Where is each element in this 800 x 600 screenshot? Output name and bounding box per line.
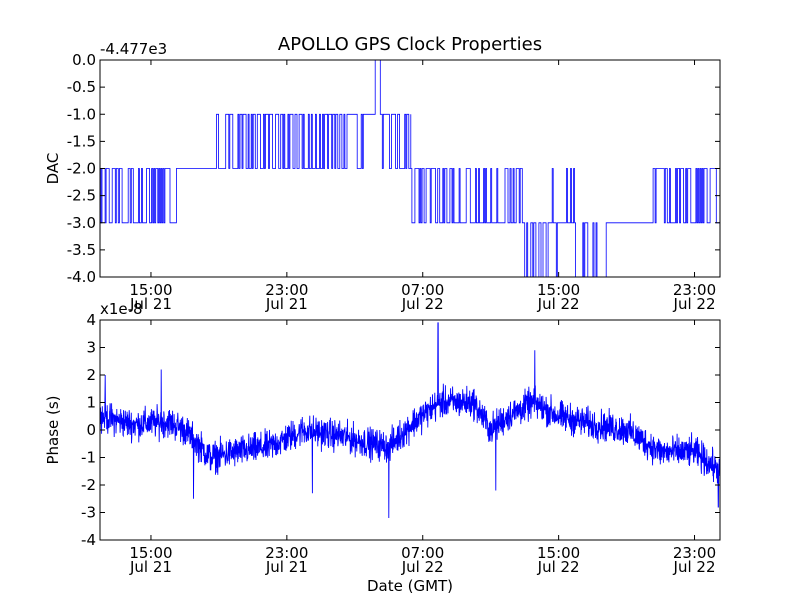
y-tick-label: 4 (86, 311, 96, 329)
y-tick-label: -1 (81, 449, 96, 467)
x-tick-date-label: Jul 22 (673, 295, 716, 313)
x-tick-time-label: 23:00 (265, 544, 308, 562)
y-tick-label: 2 (86, 366, 96, 384)
x-tick-time-label: 23:00 (673, 281, 716, 299)
y-tick-label: -2 (81, 476, 96, 494)
x-tick-time-label: 15:00 (537, 544, 580, 562)
phase-offset-label: x1e-8 (100, 300, 143, 318)
y-tick-label: 3 (86, 339, 96, 357)
x-tick-date-label: Jul 22 (537, 295, 580, 313)
x-tick-date-label: Jul 22 (401, 558, 444, 576)
y-tick-label: -3 (81, 504, 96, 522)
y-tick-label: -1.0 (67, 105, 96, 123)
dac-panel: 0.0 -0.5 -1.0 -1.5 -2.0 -2.5 -3.0 -3.5 -4.0 15:00… (44, 40, 721, 313)
y-tick-label: -4 (81, 531, 96, 549)
dac-series-line (100, 60, 720, 277)
chart-title: APOLLO GPS Clock Properties (278, 34, 542, 55)
x-tick-time-label: 23:00 (673, 544, 716, 562)
dac-y-axis-label: DAC (44, 153, 62, 185)
x-axis-label: Date (GMT) (367, 577, 453, 595)
y-tick-label: -2.0 (67, 160, 96, 178)
x-tick-time-label: 15:00 (129, 544, 172, 562)
x-tick-date-label: Jul 22 (537, 558, 580, 576)
x-tick-time-label: 07:00 (401, 544, 444, 562)
y-tick-label: -0.5 (67, 78, 96, 96)
x-tick-time-label: 07:00 (401, 281, 444, 299)
y-tick-label: 0 (86, 421, 96, 439)
y-tick-label: -2.5 (67, 187, 96, 205)
y-tick-label: -1.5 (67, 132, 96, 150)
x-tick-time-label: 23:00 (265, 281, 308, 299)
phase-series-line (100, 322, 720, 519)
x-tick-date-label: Jul 22 (401, 295, 444, 313)
x-tick-date-label: Jul 21 (129, 558, 172, 576)
y-tick-label: -3.0 (67, 214, 96, 232)
y-tick-label: -4.0 (67, 268, 96, 286)
x-tick-date-label: Jul 21 (265, 558, 308, 576)
dac-offset-label: -4.477e3 (100, 40, 167, 58)
x-tick-time-label: 15:00 (537, 281, 580, 299)
phase-y-axis-label: Phase (s) (44, 395, 62, 464)
x-tick-date-label: Jul 21 (129, 295, 172, 313)
x-tick-date-label: Jul 22 (673, 558, 716, 576)
x-tick-date-label: Jul 21 (265, 295, 308, 313)
x-tick-time-label: 15:00 (129, 281, 172, 299)
y-tick-label: 0.0 (72, 51, 96, 69)
y-tick-label: 1 (86, 394, 96, 412)
y-tick-label: -3.5 (67, 241, 96, 259)
